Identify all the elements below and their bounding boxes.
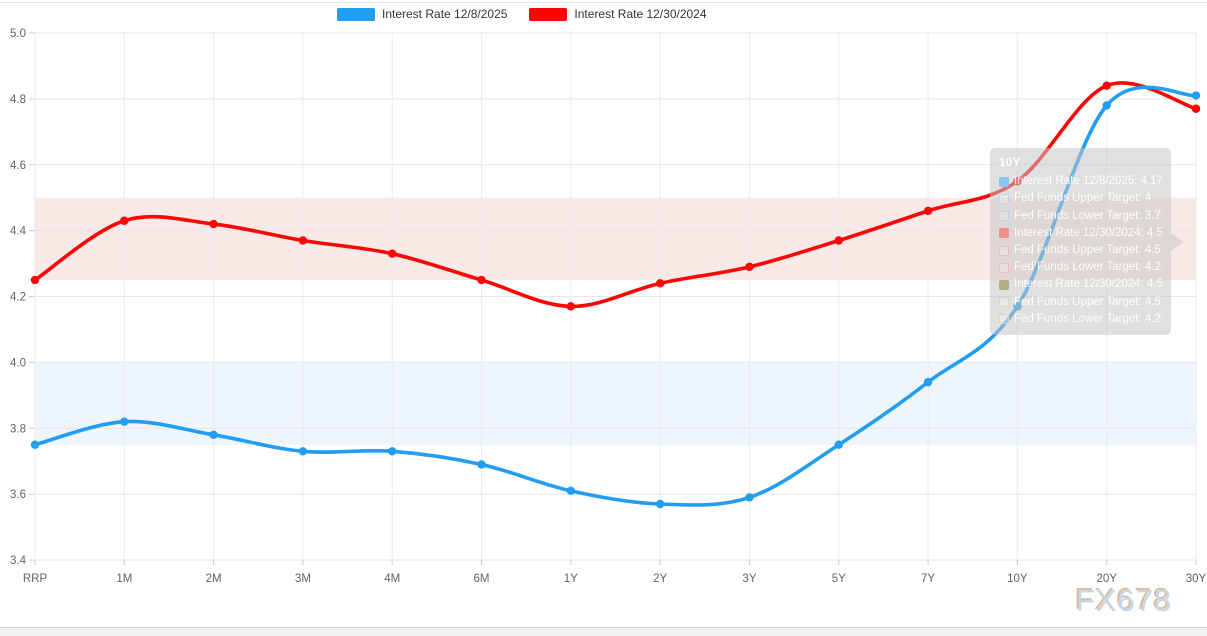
legend-swatch [529,7,568,21]
data-point[interactable] [1191,91,1201,100]
data-point[interactable] [923,377,933,387]
data-point[interactable] [1191,104,1201,113]
chart-legend: Interest Rate 12/8/2025 Interest Rate 12/… [337,7,707,21]
x-axis-label: 3M [295,573,311,585]
data-point[interactable] [388,447,397,456]
data-point[interactable] [298,236,308,245]
legend-label: Interest Rate 12/30/2024 [574,7,707,21]
data-point[interactable] [834,440,843,449]
data-point[interactable] [30,275,40,285]
data-point[interactable] [745,493,754,502]
data-point[interactable] [120,216,129,225]
target-range-band [35,362,1196,445]
y-axis-label: 3.8 [10,423,26,435]
y-axis-label: 3.6 [10,489,26,501]
x-axis-label: 7Y [921,573,935,585]
target-range-band [35,197,1196,281]
x-axis-label: RRP [23,573,48,585]
data-point[interactable] [209,430,218,440]
data-point[interactable] [120,417,129,426]
data-point[interactable] [834,236,843,245]
x-axis-label: 1Y [564,573,578,585]
legend-item-1[interactable]: Interest Rate 12/30/2024 [529,7,707,21]
x-axis-label: 1M [116,573,132,585]
legend-item-0[interactable]: Interest Rate 12/8/2025 [337,7,507,21]
x-axis-label: 30Y [1186,573,1207,585]
x-axis-label: 10Y [1007,573,1028,585]
x-axis-label: 20Y [1096,573,1117,585]
x-axis-label: 6M [474,573,490,585]
chart-canvas[interactable]: 5.0 4.8 4.6 4.4 4.2 4.0 3.8 3.6 3.4 RRP 1M 2M 3M 4M 6M… [0,0,1207,620]
x-axis-label: 2Y [653,573,667,585]
data-point[interactable] [1102,101,1111,110]
bottom-scrollbar[interactable] [0,627,1207,636]
legend-swatch [337,7,375,21]
data-point[interactable] [655,499,665,509]
y-axis-label: 3.4 [10,555,27,567]
data-point[interactable] [1013,302,1022,311]
y-axis-label: 4.6 [10,160,26,172]
data-point[interactable] [30,440,40,449]
x-axis-label: 4M [384,573,400,585]
data-point[interactable] [566,486,576,496]
data-point[interactable] [477,460,486,469]
legend-label: Interest Rate 12/8/2025 [382,7,508,21]
y-axis-label: 4.4 [10,226,27,238]
x-axis-label: 5Y [832,573,846,585]
x-axis-label: 2M [206,573,222,585]
data-point[interactable] [209,219,218,229]
data-point[interactable] [477,275,486,285]
data-point[interactable] [1013,177,1022,186]
data-point[interactable] [745,262,754,272]
y-axis-label: 4.2 [10,292,26,304]
y-axis-label: 4.8 [10,94,26,106]
watermark: FX678 [1076,583,1173,618]
y-axis-label: 4.0 [10,357,26,369]
x-axis-label: 3Y [742,573,756,585]
data-point[interactable] [923,206,933,216]
data-point[interactable] [388,249,397,258]
data-point[interactable] [1102,81,1111,90]
y-axis-label: 5.0 [10,28,26,40]
data-point[interactable] [655,279,665,288]
data-point[interactable] [566,302,576,311]
data-point[interactable] [298,447,308,456]
top-divider [0,2,1207,3]
